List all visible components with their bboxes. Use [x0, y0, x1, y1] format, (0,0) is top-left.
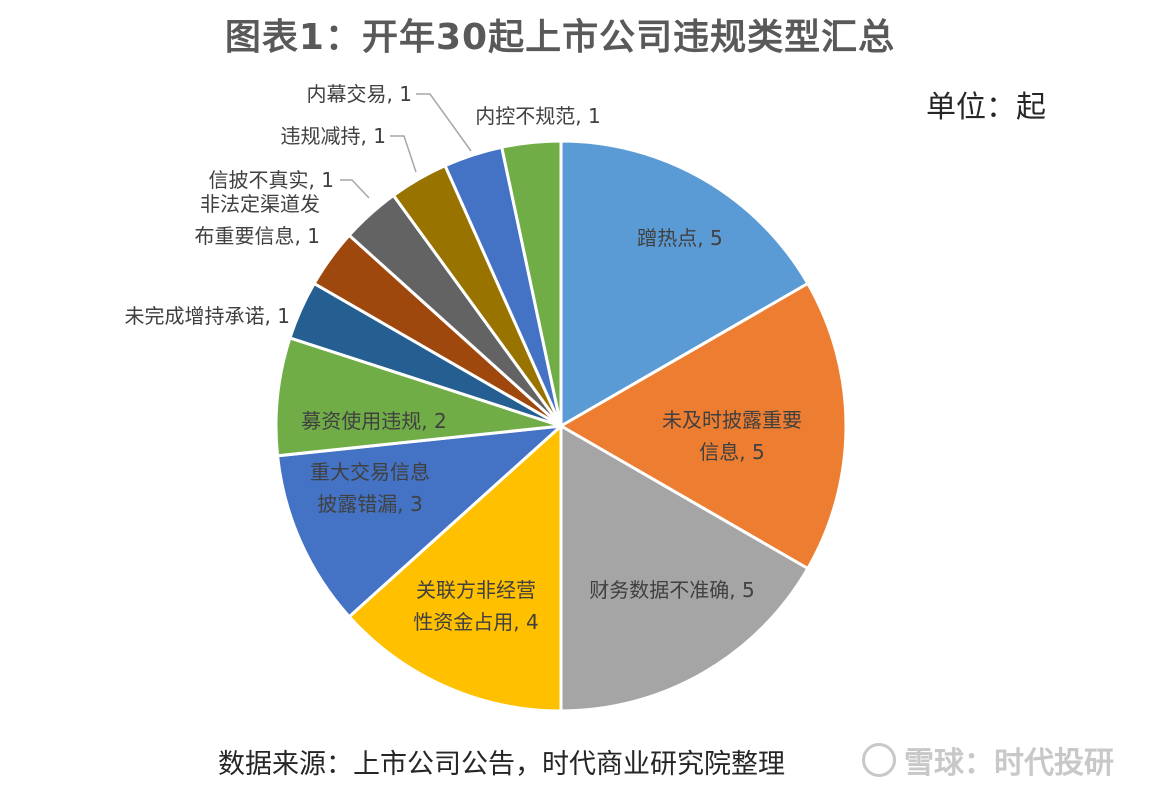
unit-label: 单位：起 — [926, 90, 1046, 125]
slice-data-label: 内控不规范, 1 — [475, 104, 600, 128]
data-labels: 蹭热点, 5 未及时披露重要信息, 5 财务数据不准确, 5 关联方非经营性资金占用,… — [125, 82, 802, 634]
pie-slice — [275, 424, 566, 619]
pie-slice — [499, 139, 563, 427]
slice-data-label: 信披不真实, 1 — [209, 168, 334, 192]
leader-line — [390, 135, 417, 173]
leader-line — [416, 93, 472, 152]
slice-data-label: 非法定渠道发布重要信息, 1 — [195, 192, 320, 248]
slice-data-label: 未完成增持承诺, 1 — [125, 304, 290, 328]
slice-data-label: 关联方非经营性资金占用, 4 — [413, 578, 538, 634]
pie-slice — [274, 336, 562, 458]
source-note: 数据来源：上市公司公告，时代商业研究院整理 — [218, 749, 785, 780]
slice-data-label: 蹭热点, 5 — [637, 226, 722, 250]
leader-lines — [340, 93, 472, 199]
pie-slice — [557, 281, 848, 571]
slice-data-label: 未及时披露重要信息, 5 — [662, 408, 802, 464]
slice-data-label: 重大交易信息披露错漏, 3 — [310, 460, 430, 516]
pie-slice — [347, 422, 563, 713]
watermark: 雪球：时代投研 — [862, 738, 1114, 782]
pie-slice — [559, 423, 810, 713]
slice-data-label: 内幕交易, 1 — [307, 82, 412, 106]
pie-slices — [274, 139, 848, 713]
leader-line — [340, 179, 370, 199]
pie-slice — [559, 139, 810, 429]
chart-title: 图表1：开年30起上市公司违规类型汇总 — [224, 17, 896, 58]
slice-data-label: 财务数据不准确, 5 — [589, 578, 754, 602]
slice-data-label: 违规减持, 1 — [281, 124, 386, 148]
watermark-text: 雪球：时代投研 — [904, 746, 1114, 781]
snowball-logo-icon — [862, 743, 896, 777]
slice-data-label: 募资使用违规, 2 — [301, 409, 446, 433]
